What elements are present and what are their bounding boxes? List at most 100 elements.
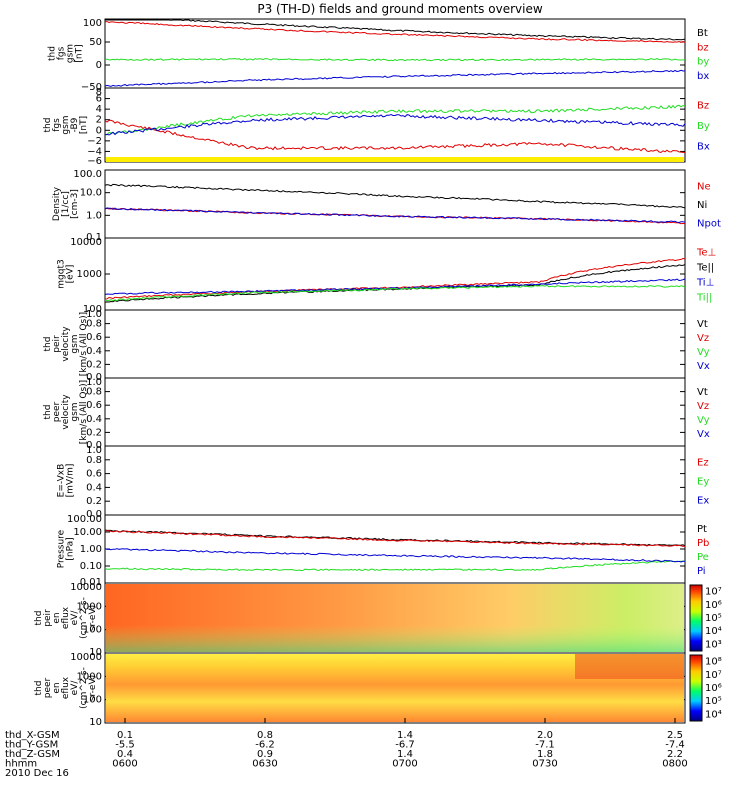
ylabel-line: mgqt3: [57, 259, 67, 288]
colorbar-tick: 10⁴: [705, 626, 722, 637]
legend-entry: bx: [697, 71, 709, 82]
legend-entry: bz: [697, 42, 709, 53]
panel-4: thdpeirvelocitygsm[km/s (All Qs)]1.00.8 0…: [43, 309, 710, 383]
ylabel-line: peer: [52, 401, 62, 422]
y-tick-label: 10000: [70, 652, 102, 663]
legend-entry: Bz: [697, 100, 709, 111]
series-line: [104, 119, 686, 154]
ylabel-line: peer: [43, 677, 53, 698]
x-tick-label: 0600: [112, 759, 137, 770]
ylabel-line: eflux: [61, 676, 71, 699]
legend-entry: Pi: [697, 566, 706, 577]
ylabel-line: [km/s (All Qs)]: [79, 312, 89, 376]
ylabel-line: thd: [48, 46, 58, 61]
spectrogram-peir-shade: [106, 584, 684, 652]
ylabel-line: Density: [52, 186, 62, 221]
x-tick-label: 2.0: [537, 730, 553, 741]
ylabel-line: gsm: [70, 402, 80, 421]
ylabel-line: eflux: [61, 606, 71, 629]
y-tick-label: 10: [89, 647, 102, 658]
y-tick-label: 100.00: [67, 514, 102, 525]
legend-entry: Pb: [697, 538, 709, 549]
x-tick-label: 2.2: [667, 749, 683, 760]
y-tick-label: 0.8: [86, 455, 102, 466]
panel-ylabel: thdpeerenefluxeV/(cm^2-s-sr-eV): [34, 667, 98, 709]
y-tick-label: 1.0: [86, 445, 102, 456]
figure-title: P3 (TH-D) fields and ground moments over…: [257, 2, 542, 16]
legend-entry: Ni: [697, 200, 707, 211]
series-line: [104, 560, 686, 572]
series-line: [104, 207, 686, 224]
panel-ylabel: E=-VxB[mV/m]: [57, 464, 76, 498]
y-tick-label: 1.0: [86, 210, 102, 221]
panel-ylabel: thdpeirvelocitygsm[km/s (All Qs)]: [43, 312, 89, 376]
legend-entry: Vt: [697, 319, 708, 330]
legend-entry: Bx: [697, 142, 710, 153]
y-tick-label: 0: [96, 125, 102, 136]
panel-2: Density[1/cc][cm-3] 100.0 10.0 1.0 0.1 Ne Ni Np…: [52, 169, 721, 243]
ylabel-line: eV/: [70, 610, 80, 626]
ylabel-line: [1/cc]: [61, 191, 71, 217]
ylabel-line: Pressure: [57, 529, 67, 568]
legend-entry: Vy: [697, 347, 710, 358]
legend-entry: Ne: [697, 181, 711, 192]
panel-7: Pressure[nPa] 100.00 10.00 1.00 0.10 0.01 Pt Pb…: [57, 514, 710, 588]
colorbar-tick: 10³: [705, 639, 722, 650]
x-row-label: thd_Y-GSM: [5, 740, 58, 751]
colorbar-tick: 10⁸: [705, 657, 722, 668]
x-tick-label: -7.1: [535, 740, 555, 751]
y-tick-label: 0.10: [80, 561, 102, 572]
colorbar: [689, 654, 703, 722]
y-tick-label: 0.2: [86, 359, 102, 370]
x-tick-label: 0700: [392, 759, 417, 770]
ylabel-line: thd: [43, 405, 53, 420]
y-tick-label: 0.0: [86, 372, 102, 383]
y-tick-label: 1000: [77, 671, 102, 682]
x-tick-label: -6.7: [395, 740, 415, 751]
y-tick-label: 0.8: [86, 387, 102, 398]
ylabel-line: E=-VxB: [57, 464, 67, 498]
series-line: [105, 530, 686, 547]
colorbar-tick: 10⁶: [705, 683, 722, 694]
legend-entry: Ez: [697, 458, 709, 469]
y-tick-label: 2: [96, 115, 102, 126]
spectrograms-group: 10⁷ 10⁶ 10⁵ 10⁴ 10³ 10⁸ 10⁷ 10⁶ 10⁵ 10⁴: [106, 584, 722, 722]
ylabel-line: [nT]: [79, 116, 89, 134]
series-line: [104, 257, 686, 300]
panel-ylabel: thdpeervelocitygsm[km/s (All Qs)]: [43, 380, 89, 444]
series-line: [104, 113, 686, 136]
y-tick-label: 1.00: [80, 544, 102, 555]
series-line: [104, 284, 686, 302]
y-tick-label: −50: [81, 82, 102, 93]
y-tick-label: 0: [96, 60, 102, 71]
series-line: [104, 58, 686, 62]
x-tick-label: 2.5: [667, 730, 683, 741]
y-tick-label: 10000: [70, 582, 102, 593]
y-tick-label: 100: [83, 18, 102, 29]
panel-5: thdpeervelocitygsm[km/s (All Qs)]1.00.8 0…: [43, 377, 710, 451]
ylabel-line: thd: [34, 681, 44, 696]
x-row-label: thd_Z-GSM: [5, 749, 60, 760]
ylabel-line: (cm^2-s-: [79, 667, 89, 709]
legend-entry: Vx: [697, 429, 710, 440]
y-tick-label: 10000: [70, 237, 102, 248]
panel-ylabel: thdfgsgsm[nT]: [48, 44, 85, 63]
panel-ylabel: Density[1/cc][cm-3]: [52, 186, 80, 221]
ylabel-line: (cm^2-s-: [79, 597, 89, 639]
y-tick-label: 100.0: [73, 169, 102, 180]
y-tick-label: 0.2: [86, 496, 102, 507]
ylabel-line: [eV]: [66, 265, 76, 284]
ylabel-line: velocity: [61, 394, 71, 430]
y-tick-label: 1.0: [86, 309, 102, 320]
colorbar-tick: 10⁷: [705, 670, 722, 681]
y-tick-label: −2: [87, 136, 102, 147]
y-tick-label: 0.4: [86, 346, 102, 357]
legend-entry: Vx: [697, 361, 710, 372]
y-tick-label: 1000: [77, 269, 102, 280]
spectrogram-peer-hot: [575, 654, 684, 679]
y-tick-label: 0.0: [86, 509, 102, 520]
y-tick-label: 100: [83, 695, 102, 706]
ylabel-line: sr-eV): [88, 605, 98, 631]
y-tick-label: −4: [87, 146, 102, 157]
y-tick-label: 10.00: [73, 527, 102, 538]
